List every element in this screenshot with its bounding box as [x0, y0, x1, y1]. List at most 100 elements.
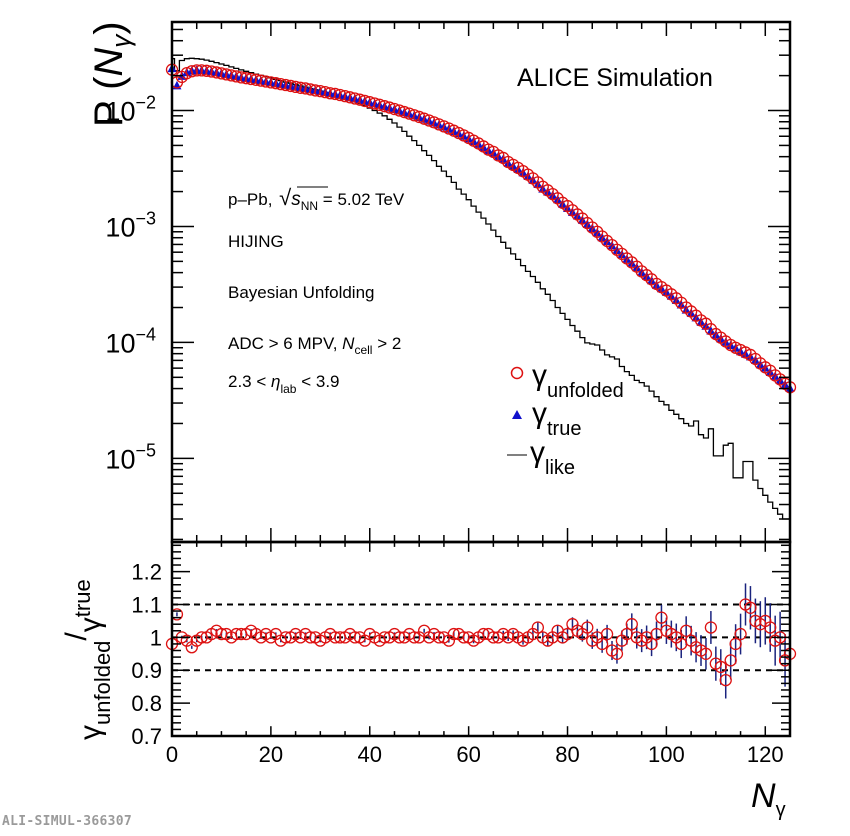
ratio-plot-frame: [170, 540, 792, 738]
unfolded-point: [195, 64, 208, 77]
true-point: [582, 219, 592, 228]
ratio-point: [655, 611, 668, 624]
top-plot-frame: [170, 20, 792, 544]
true-point: [775, 375, 785, 384]
ratio-y-axis-label: γunfolded/γtrue: [60, 579, 115, 740]
ratio-point: [714, 660, 727, 674]
true-point: [602, 236, 612, 246]
ratio-point: [230, 627, 243, 641]
svg-text:γlike: γlike: [530, 436, 575, 479]
true-point: [750, 355, 760, 364]
unfolded-point: [314, 84, 327, 98]
unfolded-point: [284, 79, 297, 93]
ratio-point: [329, 631, 342, 644]
unfolded-point: [235, 71, 248, 84]
legend-entry-like: γlike: [507, 436, 575, 479]
watermark: ALI-SIMUL-366307: [2, 814, 133, 829]
annotation-method: Bayesian Unfolding: [228, 283, 374, 302]
true-point: [592, 227, 602, 237]
unfolded-point: [269, 77, 282, 90]
legend-entry-unfolded: γunfolded: [510, 359, 624, 402]
y-tick-label: 10−2: [105, 93, 156, 127]
y-tick-label: 10−5: [105, 440, 156, 474]
true-point: [647, 275, 657, 285]
ratio-x-ticks: [171, 542, 791, 736]
true-point: [612, 245, 622, 255]
x-tick-labels: 0 20 40 60 80 100 120: [166, 742, 784, 767]
top-x-ticks: [171, 22, 791, 542]
legend-label-like: γ: [530, 436, 545, 469]
true-point: [553, 194, 563, 204]
ratio-point: [408, 631, 421, 644]
unfolded-point: [274, 77, 287, 91]
legend-open-circle-icon: [510, 366, 524, 380]
x-tick-label: 0: [166, 742, 178, 767]
y-tick-label: 1.1: [131, 592, 162, 617]
chart-title: ALICE Simulation: [517, 64, 713, 92]
ratio-point: [699, 647, 713, 660]
true-point: [627, 258, 637, 267]
true-point: [622, 254, 632, 263]
ratio-point: [744, 601, 757, 614]
true-point: [632, 262, 642, 272]
y-tick-label: 10−4: [105, 324, 156, 358]
ratio-point: [764, 621, 777, 634]
ratio-point: [595, 637, 609, 651]
true-point: [597, 232, 607, 242]
ratio-point: [531, 621, 545, 634]
true-point: [607, 240, 617, 250]
annotation-eta: 2.3 < ηlab < 3.9: [228, 372, 340, 396]
y-axis-label: P (Nγ): [87, 21, 136, 127]
unfolded-point: [215, 67, 228, 80]
unfolded-point: [259, 75, 273, 88]
unfolded-point: [309, 84, 322, 97]
unfolded-point: [200, 64, 213, 77]
svg-text:γunfolded: γunfolded: [532, 359, 624, 402]
annotation-cuts: ADC > 6 MPV, Ncell > 2: [228, 334, 401, 357]
ratio-point: [600, 627, 614, 641]
unfolded-point: [244, 72, 258, 86]
ratio-point: [625, 618, 638, 631]
unfolded-point: [190, 64, 203, 77]
ratio-point: [719, 673, 732, 687]
ratio-y-ticks: [172, 544, 790, 737]
unfolded-point: [240, 72, 253, 85]
ratio-point: [680, 624, 693, 637]
unfolded-point: [185, 65, 198, 78]
legend: γunfolded γtrue γlike: [507, 359, 624, 479]
legend-sub-true: true: [547, 418, 581, 440]
legend-label-true: γ: [532, 397, 547, 430]
gamma-unfolded-series: [165, 63, 797, 394]
legend-triangle-icon: [512, 410, 522, 419]
ratio-point: [729, 637, 742, 651]
unfolded-point: [225, 69, 238, 82]
unfolded-point: [294, 81, 307, 94]
x-tick-label: 100: [648, 742, 685, 767]
unfolded-point: [279, 78, 292, 92]
y-tick-label: 10−3: [105, 208, 156, 242]
y-tick-label: 1: [150, 625, 162, 650]
unfolded-point: [249, 73, 263, 86]
ratio-point: [581, 621, 594, 634]
unfolded-point: [205, 65, 218, 78]
annotation-system: p–Pb, √sNN = 5.02 TeV: [228, 185, 405, 213]
top-panel: 10−2 10−3 10−4 10−5 ALICE Simulation P (Nγ)…: [87, 20, 797, 544]
true-point: [701, 321, 711, 330]
ratio-point: [704, 621, 718, 634]
unfolded-point: [230, 70, 243, 83]
unfolded-point: [220, 68, 233, 81]
y-tick-label: 0.7: [131, 724, 162, 749]
y-tick-label: 0.8: [131, 691, 162, 716]
top-y-tick-labels: 10−2 10−3 10−4 10−5: [105, 93, 156, 475]
unfolded-point: [254, 74, 268, 87]
true-point: [587, 223, 597, 233]
y-tick-label: 1.2: [131, 560, 162, 585]
x-tick-label: 60: [456, 742, 480, 767]
unfolded-point: [319, 86, 332, 99]
legend-entry-true: γtrue: [512, 397, 581, 440]
legend-sub-unfolded: unfolded: [547, 380, 624, 402]
unfolded-point: [264, 76, 278, 89]
legend-sub-like: like: [545, 457, 575, 479]
ratio-y-tick-labels: 0.7 0.8 0.9 1 1.1 1.2: [131, 560, 162, 749]
